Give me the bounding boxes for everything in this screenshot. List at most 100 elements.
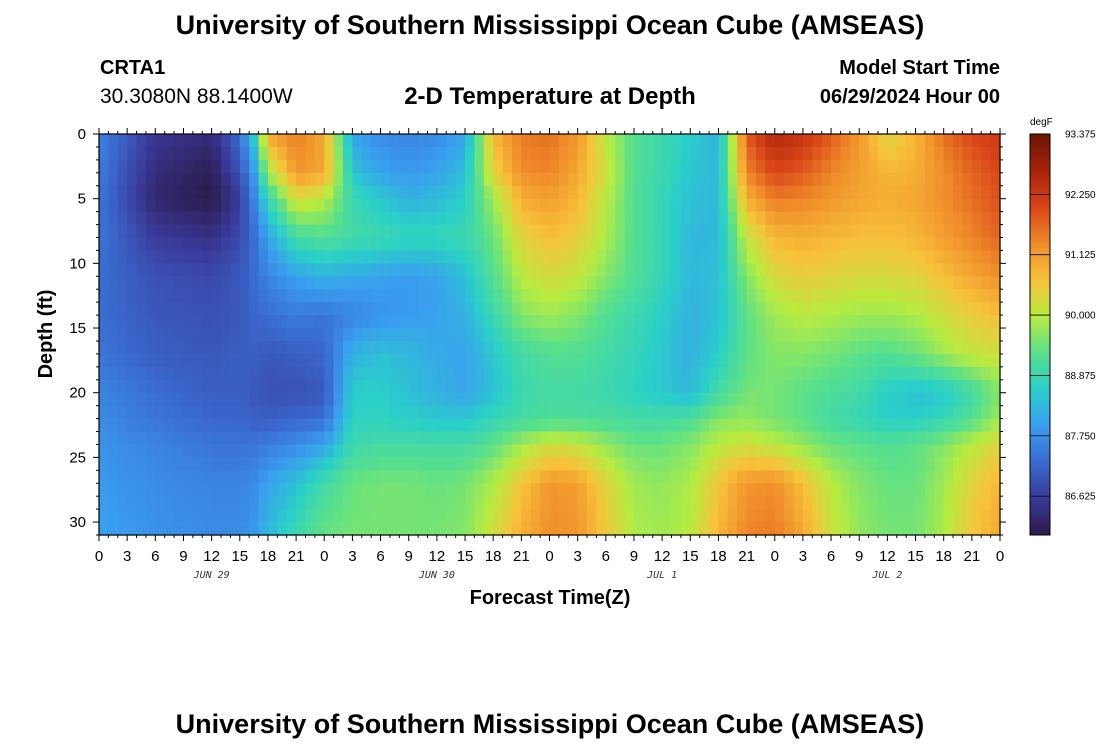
heatmap-cell xyxy=(418,340,429,355)
day-label: JUN 30 xyxy=(418,570,455,581)
heatmap-cell xyxy=(333,328,344,342)
heatmap-cell xyxy=(352,224,363,239)
heatmap-cell xyxy=(549,418,560,433)
heatmap-cell xyxy=(446,509,457,523)
heatmap-cell xyxy=(887,224,898,239)
heatmap-cell xyxy=(718,315,729,329)
heatmap-cell xyxy=(981,159,992,174)
heatmap-cell xyxy=(296,509,307,523)
heatmap-cell xyxy=(962,379,973,394)
heatmap-cell xyxy=(774,405,785,420)
heatmap-cell xyxy=(906,496,917,510)
heatmap-cell xyxy=(633,405,644,420)
heatmap-cell xyxy=(493,302,504,316)
heatmap-cell xyxy=(643,496,654,510)
heatmap-cell xyxy=(427,237,438,252)
heatmap-cell xyxy=(427,340,438,355)
heatmap-cell xyxy=(164,185,175,200)
heatmap-cell xyxy=(108,405,119,420)
heatmap-cell xyxy=(333,198,344,213)
heatmap-cell xyxy=(174,315,185,329)
heatmap-cell xyxy=(324,250,335,264)
heatmap-cell xyxy=(962,159,973,174)
heatmap-cell xyxy=(305,444,316,458)
heatmap-cell xyxy=(971,263,982,277)
heatmap-cell xyxy=(277,470,288,484)
heatmap-cell xyxy=(483,237,494,252)
heatmap-cell xyxy=(896,522,907,536)
heatmap-cell xyxy=(380,470,391,484)
heatmap-cell xyxy=(267,522,278,536)
heatmap-cell xyxy=(183,198,194,213)
heatmap-cell xyxy=(831,392,842,407)
heatmap-cell xyxy=(155,470,166,484)
heatmap-cell xyxy=(145,431,156,446)
heatmap-cell xyxy=(371,302,382,316)
heatmap-cell xyxy=(483,315,494,329)
heatmap-cell xyxy=(953,224,964,239)
heatmap-cell xyxy=(877,431,888,446)
heatmap-cell xyxy=(868,483,879,497)
heatmap-cell xyxy=(737,522,748,536)
heatmap-cell xyxy=(774,134,785,148)
heatmap-cell xyxy=(652,159,663,174)
heatmap-cell xyxy=(774,483,785,497)
heatmap-cell xyxy=(765,185,776,200)
heatmap-cell xyxy=(615,470,626,484)
heatmap-cell xyxy=(493,509,504,523)
heatmap-cell xyxy=(953,198,964,213)
heatmap-cell xyxy=(418,405,429,420)
heatmap-cell xyxy=(352,353,363,368)
heatmap-cell xyxy=(690,392,701,407)
heatmap-cell xyxy=(859,237,870,252)
heatmap-cell xyxy=(277,483,288,497)
heatmap-cell xyxy=(117,405,128,420)
heatmap-cell xyxy=(662,289,673,303)
heatmap-cell xyxy=(699,263,710,277)
heatmap-cell xyxy=(530,302,541,316)
heatmap-cell xyxy=(746,509,757,523)
heatmap-cell xyxy=(465,146,476,161)
heatmap-cell xyxy=(596,159,607,174)
heatmap-cell xyxy=(605,470,616,484)
heatmap-cell xyxy=(990,185,1001,200)
heatmap-cell xyxy=(446,353,457,368)
x-tick-label: 18 xyxy=(935,548,952,565)
heatmap-cell xyxy=(371,146,382,161)
x-tick-label: 12 xyxy=(203,548,220,565)
heatmap-cell xyxy=(521,159,532,174)
heatmap-cell xyxy=(174,340,185,355)
heatmap-cell xyxy=(802,211,813,226)
heatmap-cell xyxy=(202,185,213,200)
heatmap-cell xyxy=(465,431,476,446)
x-tick-label: 6 xyxy=(602,548,610,565)
x-tick-label: 6 xyxy=(376,548,384,565)
heatmap-cell xyxy=(558,509,569,523)
heatmap-cell xyxy=(155,146,166,161)
heatmap-cell xyxy=(587,146,598,161)
heatmap-cell xyxy=(605,289,616,303)
heatmap-cell xyxy=(145,146,156,161)
heatmap-cell xyxy=(943,250,954,264)
heatmap-cell xyxy=(127,418,138,433)
heatmap-cell xyxy=(906,263,917,277)
heatmap-cell xyxy=(436,353,447,368)
heatmap-cell xyxy=(849,457,860,471)
heatmap-cell xyxy=(718,250,729,264)
heatmap-cell xyxy=(145,418,156,433)
heatmap-cell xyxy=(418,211,429,226)
heatmap-cell xyxy=(502,302,513,316)
heatmap-cell xyxy=(896,289,907,303)
heatmap-cell xyxy=(380,366,391,381)
heatmap-cell xyxy=(324,134,335,148)
heatmap-cell xyxy=(465,522,476,536)
heatmap-cell xyxy=(699,366,710,381)
y-tick-label: 10 xyxy=(69,255,86,272)
heatmap-cell xyxy=(887,470,898,484)
heatmap-cell xyxy=(727,418,738,433)
heatmap-cell xyxy=(277,315,288,329)
heatmap-cell xyxy=(755,483,766,497)
x-tick-label: 0 xyxy=(320,548,328,565)
heatmap-cell xyxy=(117,444,128,458)
heatmap-cell xyxy=(540,444,551,458)
